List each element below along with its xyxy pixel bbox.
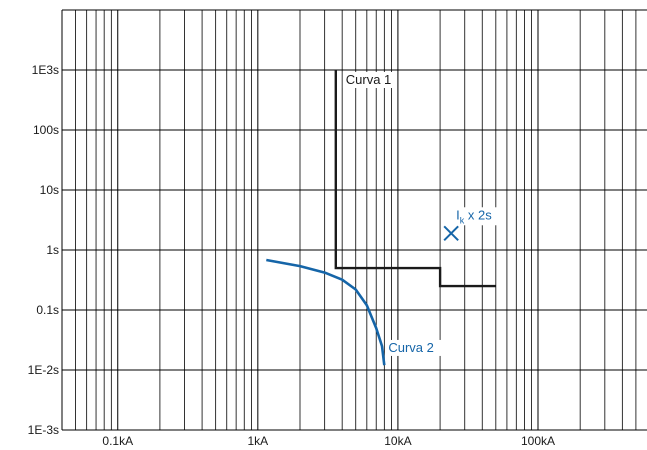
y-tick-label-bg — [25, 62, 61, 78]
series-2-line — [266, 258, 386, 366]
series-1-label: Curva 1 — [346, 72, 392, 87]
y-tick-label-bg — [25, 302, 61, 318]
y-tick-label: 1E3s — [32, 63, 59, 77]
x-tick-label: 0.1kA — [102, 434, 133, 448]
y-tick-label-bg — [22, 362, 61, 378]
y-tick-label-bg — [25, 182, 61, 198]
x-tick-label-bg — [97, 431, 139, 448]
x-tick-label-bg — [517, 431, 559, 448]
x-tick-label-bg — [380, 431, 415, 448]
y-tick-label: 10s — [40, 183, 59, 197]
series-2-label: Curva 2 — [388, 340, 434, 355]
series-layer: Curva 1 Curva 2 — [266, 70, 496, 366]
x-tick-label: 10kA — [384, 434, 411, 448]
y-tick-label: 1E-3s — [28, 423, 59, 437]
y-tick-label: 1s — [46, 243, 59, 257]
ik-label: Ik x 2s — [456, 207, 492, 225]
x-tick-label: 100kA — [521, 434, 555, 448]
x-tick-label-bg — [244, 431, 272, 448]
series-1-label-bg — [342, 72, 397, 88]
y-tick-label: 1E-2s — [28, 363, 59, 377]
x-tick-label: 1kA — [247, 434, 268, 448]
ik-label-bg — [454, 207, 507, 226]
y-tick-label-bg — [22, 422, 61, 438]
series-2-label-bg — [386, 339, 447, 356]
y-tick-label-bg — [25, 242, 61, 258]
tick-labels: 1E-3s 1E-2s 0.1s 1s 10s 100s 1E3s 0.1kA 1kA 10kA 1… — [22, 62, 559, 448]
y-tick-label: 100s — [33, 123, 59, 137]
y-tick-label: 0.1s — [36, 303, 59, 317]
ik-marker — [443, 225, 459, 241]
annotation-layer: Ik x 2s — [443, 207, 507, 241]
series-1-line — [334, 70, 496, 288]
y-tick-label-bg — [25, 122, 61, 138]
grid — [61, 9, 647, 431]
